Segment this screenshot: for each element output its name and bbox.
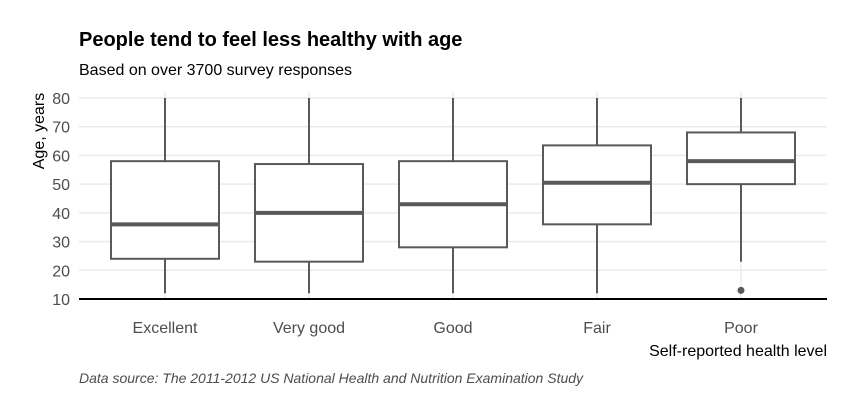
box-excellent xyxy=(110,98,220,294)
box-iqr xyxy=(110,160,220,260)
chart-caption: Data source: The 2011-2012 US National H… xyxy=(79,370,584,386)
y-tick-label: 60 xyxy=(52,148,70,165)
x-tick-label: Poor xyxy=(724,320,758,337)
x-tick-label: Excellent xyxy=(133,320,198,337)
chart-subtitle: Based on over 3700 survey responses xyxy=(79,62,352,79)
box-iqr xyxy=(542,144,652,226)
axes: 10 20 30 40 50 60 70 80 Excellent Very good Good Fa… xyxy=(52,91,827,337)
y-tick-label: 20 xyxy=(52,263,70,280)
y-tick-label: 80 xyxy=(52,91,70,108)
x-axis-title: Self-reported health level xyxy=(649,343,827,360)
boxes xyxy=(110,98,796,294)
box-good xyxy=(398,98,508,294)
y-tick-label: 50 xyxy=(52,177,70,194)
x-tick-label: Good xyxy=(433,320,472,337)
chart-title: People tend to feel less healthy with ag… xyxy=(79,29,462,51)
x-tick-label: Fair xyxy=(583,320,611,337)
box-very-good xyxy=(254,98,364,294)
y-tick-label: 70 xyxy=(52,120,70,137)
y-tick-label: 40 xyxy=(52,206,70,223)
box-poor xyxy=(686,98,796,294)
box-iqr xyxy=(686,131,796,186)
y-tick-label: 10 xyxy=(52,292,70,309)
outlier-point xyxy=(737,286,745,294)
box-fair xyxy=(542,98,652,294)
x-tick-label: Very good xyxy=(273,320,345,337)
y-axis-title: Age, years xyxy=(31,93,48,169)
y-tick-label: 30 xyxy=(52,235,70,252)
